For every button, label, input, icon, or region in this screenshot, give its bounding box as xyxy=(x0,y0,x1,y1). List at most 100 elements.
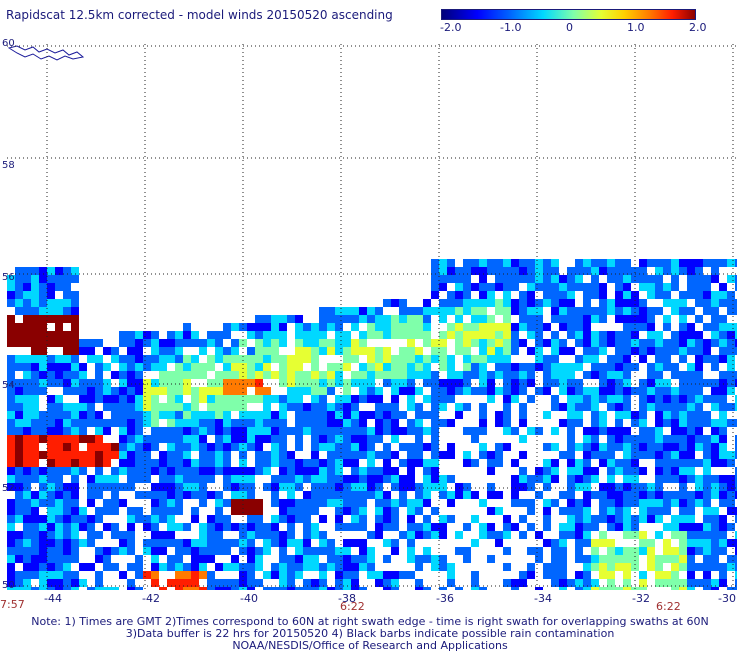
data-cell xyxy=(263,523,271,531)
data-cell xyxy=(143,539,151,547)
lon-label: -42 xyxy=(142,592,160,605)
data-cell xyxy=(335,403,343,411)
data-cell xyxy=(319,403,327,411)
data-cell xyxy=(295,403,303,411)
data-cell xyxy=(135,403,143,411)
data-cell xyxy=(167,339,175,347)
data-cell xyxy=(79,459,87,467)
data-cell xyxy=(111,547,119,555)
data-cell xyxy=(247,499,255,507)
data-cell xyxy=(143,547,151,555)
data-cell xyxy=(79,395,87,403)
data-cell xyxy=(39,331,47,339)
data-cell xyxy=(679,499,687,507)
data-cell xyxy=(399,483,407,491)
data-cell xyxy=(199,459,207,467)
data-cell xyxy=(559,547,567,555)
data-cell xyxy=(503,371,511,379)
data-cell xyxy=(343,483,351,491)
data-cell xyxy=(199,491,207,499)
data-cell xyxy=(367,363,375,371)
data-cell xyxy=(159,355,167,363)
data-cell xyxy=(31,395,39,403)
data-cell xyxy=(679,507,687,515)
data-cell xyxy=(711,267,719,275)
data-cell xyxy=(415,387,423,395)
data-cell xyxy=(583,507,591,515)
data-cell xyxy=(375,491,383,499)
data-cell xyxy=(47,299,55,307)
data-cell xyxy=(55,491,63,499)
data-cell xyxy=(23,419,31,427)
data-cell xyxy=(367,427,375,435)
data-cell xyxy=(575,283,583,291)
data-cell xyxy=(159,387,167,395)
data-cell xyxy=(487,507,495,515)
data-cell xyxy=(287,315,295,323)
data-cell xyxy=(271,371,279,379)
data-cell xyxy=(591,403,599,411)
data-cell xyxy=(263,403,271,411)
data-cell xyxy=(103,475,111,483)
data-cell xyxy=(199,571,207,579)
data-cell xyxy=(231,523,239,531)
data-cell xyxy=(407,523,415,531)
data-cell xyxy=(455,531,463,539)
data-cell xyxy=(343,339,351,347)
data-cell xyxy=(207,419,215,427)
data-cell xyxy=(447,291,455,299)
data-cell xyxy=(567,451,575,459)
data-cell xyxy=(263,419,271,427)
data-cell xyxy=(23,299,31,307)
data-cell xyxy=(47,443,55,451)
data-cell xyxy=(631,563,639,571)
data-cell xyxy=(479,355,487,363)
data-cell xyxy=(607,507,615,515)
data-cell xyxy=(511,347,519,355)
lon-label: -36 xyxy=(436,592,454,605)
data-cell xyxy=(175,579,183,587)
data-cell xyxy=(527,331,535,339)
data-cell xyxy=(607,427,615,435)
data-cell xyxy=(687,555,695,563)
data-cell xyxy=(159,371,167,379)
data-cell xyxy=(63,275,71,283)
data-cell xyxy=(255,555,263,563)
data-cell xyxy=(503,275,511,283)
data-cell xyxy=(95,579,103,587)
data-cell xyxy=(647,539,655,547)
data-cell xyxy=(439,395,447,403)
data-cell xyxy=(255,459,263,467)
data-cell xyxy=(623,403,631,411)
data-cell xyxy=(319,499,327,507)
data-cell xyxy=(615,395,623,403)
data-cell xyxy=(719,371,727,379)
data-cell xyxy=(655,339,663,347)
data-cell xyxy=(239,403,247,411)
data-cell xyxy=(111,475,119,483)
data-cell xyxy=(583,427,591,435)
data-cell xyxy=(479,587,487,590)
data-cell xyxy=(615,371,623,379)
data-cell xyxy=(655,307,663,315)
data-cell xyxy=(7,483,15,491)
data-cell xyxy=(439,347,447,355)
data-cell xyxy=(527,275,535,283)
data-cell xyxy=(143,451,151,459)
data-cell xyxy=(319,323,327,331)
data-cell xyxy=(143,363,151,371)
data-cell xyxy=(167,419,175,427)
data-cell xyxy=(455,291,463,299)
data-cell xyxy=(351,371,359,379)
data-cell xyxy=(511,499,519,507)
data-cell xyxy=(231,475,239,483)
data-cell xyxy=(407,499,415,507)
data-cell xyxy=(79,363,87,371)
data-cell xyxy=(39,499,47,507)
data-cell xyxy=(727,491,735,499)
data-cell xyxy=(439,531,447,539)
data-cell xyxy=(623,379,631,387)
data-cell xyxy=(55,395,63,403)
data-cell xyxy=(71,371,79,379)
data-cell xyxy=(71,571,79,579)
